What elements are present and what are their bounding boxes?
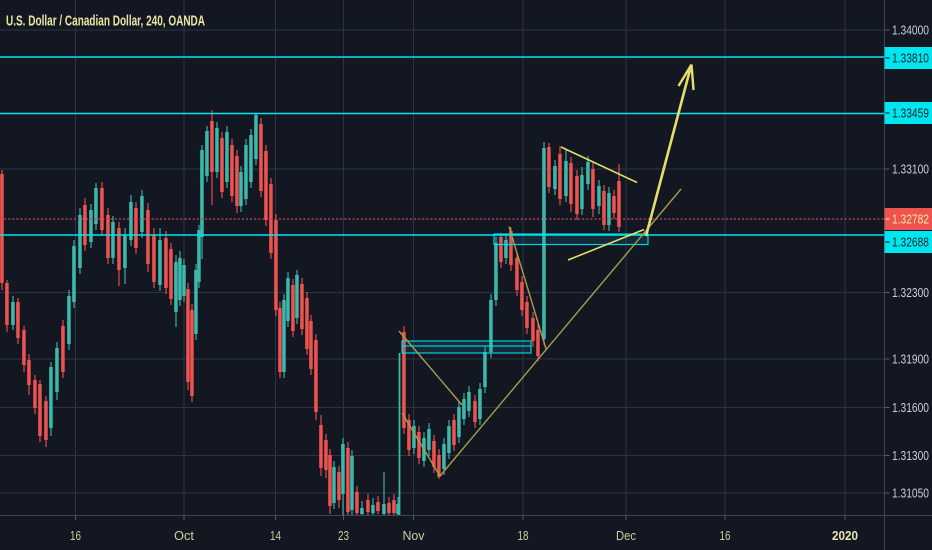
svg-text:1.33100: 1.33100 (892, 162, 929, 177)
svg-text:1.31300: 1.31300 (892, 448, 929, 463)
svg-text:1.31900: 1.31900 (892, 352, 929, 367)
svg-text:1.31050: 1.31050 (892, 486, 929, 501)
svg-text:16: 16 (720, 528, 731, 543)
svg-text:Nov: Nov (403, 528, 425, 543)
svg-text:1.34000: 1.34000 (892, 23, 929, 38)
svg-text:1.33459: 1.33459 (892, 106, 929, 121)
svg-text:1.32688: 1.32688 (892, 235, 929, 250)
svg-text:2020: 2020 (832, 528, 858, 543)
svg-text:1.32782: 1.32782 (892, 212, 929, 227)
svg-text:1.32300: 1.32300 (892, 285, 929, 300)
svg-text:Dec: Dec (616, 528, 636, 543)
svg-text:16: 16 (70, 528, 81, 543)
svg-text:14: 14 (270, 528, 281, 543)
svg-text:1.33810: 1.33810 (892, 51, 929, 66)
svg-text:23: 23 (338, 528, 349, 543)
svg-text:18: 18 (518, 528, 529, 543)
svg-text:U.S. Dollar / Canadian Dollar,: U.S. Dollar / Canadian Dollar, 240, OAND… (6, 14, 205, 30)
svg-text:1.31600: 1.31600 (892, 400, 929, 415)
svg-text:Oct: Oct (174, 528, 194, 543)
